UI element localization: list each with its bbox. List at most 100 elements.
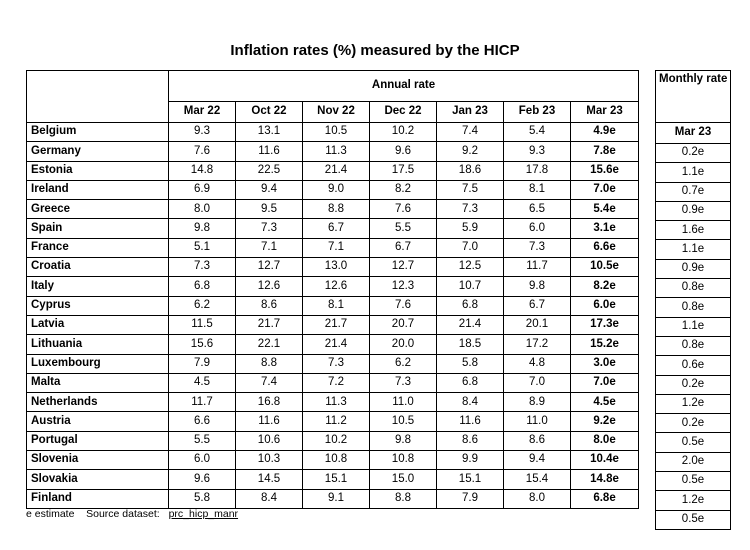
rate-cell: 11.7 (168, 392, 236, 413)
rate-cell: 21.4 (302, 334, 370, 355)
table-row: Belgium 9.3 13.1 10.5 10.2 7.4 5.4 4.9e (26, 121, 640, 143)
rate-cell: 6.6 (168, 411, 236, 432)
rate-cell: 5.8 (436, 353, 504, 374)
rate-cell: 8.6 (436, 430, 504, 452)
month-header: Nov 22 (302, 101, 370, 123)
monthly-row: 1.1e (655, 239, 731, 260)
monthly-rate-cell: 0.5e (655, 432, 731, 453)
monthly-row: 1.1e (655, 316, 731, 337)
rate-cell: 6.8 (436, 372, 504, 394)
rate-cell: 21.4 (436, 314, 504, 336)
monthly-row: 0.8e (655, 278, 731, 299)
rate-cell: 7.2 (302, 372, 370, 394)
rate-cell: 6.0 (168, 450, 236, 471)
monthly-row: 0.5e (655, 509, 731, 530)
annual-rate-header: Annual rate (167, 70, 640, 102)
monthly-month-header: Mar 23 (655, 122, 731, 144)
rate-cell: 7.4 (436, 121, 504, 143)
rate-cell: 9.6 (369, 141, 437, 162)
country-cell: Portugal (26, 430, 169, 452)
table-row: Malta 4.5 7.4 7.2 7.3 6.8 7.0 7.0e (26, 372, 640, 394)
source-dataset-link[interactable]: prc_hicp_manr (168, 508, 239, 520)
rate-cell: 10.8 (302, 450, 370, 471)
rate-cell: 5.5 (168, 430, 236, 452)
rate-cell: 7.3 (235, 218, 303, 239)
rate-cell: 17.2 (503, 334, 571, 355)
rate-cell: 10.6 (235, 430, 303, 452)
table-row: Luxembourg 7.9 8.8 7.3 6.2 5.8 4.8 3.0e (26, 353, 640, 374)
rate-cell: 9.4 (503, 450, 571, 471)
rate-cell: 10.7 (436, 276, 504, 297)
rate-cell: 12.6 (302, 276, 370, 297)
rate-cell: 5.1 (168, 237, 236, 259)
monthly-row: 0.2e (655, 413, 731, 434)
table-title: Inflation rates (%) measured by the HICP (230, 42, 520, 59)
rate-cell: 9.0 (302, 179, 370, 201)
rate-cell: 7.3 (503, 237, 571, 259)
rate-cell: 5.9 (436, 218, 504, 239)
table-row: Lithuania 15.6 22.1 21.4 20.0 18.5 17.2 15.2e (26, 334, 640, 355)
rate-cell: 7.6 (369, 295, 437, 316)
rate-cell: 15.0 (369, 469, 437, 490)
rate-cell: 11.2 (302, 411, 370, 432)
rate-cell: 4.8 (503, 353, 571, 374)
rate-cell: 9.6 (168, 469, 236, 490)
country-cell: Austria (26, 411, 169, 432)
country-cell: Latvia (26, 314, 169, 336)
monthly-rate-cell: 2.0e (655, 451, 731, 473)
table-row: France 5.1 7.1 7.1 6.7 7.0 7.3 6.6e (26, 237, 640, 259)
rate-cell: 9.3 (168, 121, 236, 143)
rate-cell: 10.5 (369, 411, 437, 432)
country-cell: Germany (26, 141, 169, 162)
rate-cell: 8.6 (503, 430, 571, 452)
table-row: Netherlands 11.7 16.8 11.3 11.0 8.4 8.9 4.5e (26, 392, 640, 413)
monthly-row: 0.9e (655, 200, 731, 222)
monthly-rate-cell: 0.2e (655, 374, 731, 395)
rate-cell: 5.5 (369, 218, 437, 239)
rate-cell: 6.0 (503, 218, 571, 239)
rate-cell: 10.2 (302, 430, 370, 452)
rate-cell: 8.9 (503, 392, 571, 413)
rate-cell: 7.3 (168, 257, 236, 278)
rate-cell: 4.5e (569, 392, 640, 413)
rate-cell: 9.8 (168, 218, 236, 239)
rate-cell: 15.4 (503, 469, 571, 490)
monthly-rate-cell: 0.5e (655, 509, 731, 530)
month-header: Jan 23 (436, 101, 504, 123)
monthly-rate-cell: 1.2e (655, 490, 731, 511)
country-cell: Croatia (26, 257, 169, 278)
rate-cell: 7.5 (436, 179, 504, 201)
table-row: Spain 9.8 7.3 6.7 5.5 5.9 6.0 3.1e (26, 218, 640, 239)
rate-cell: 11.6 (436, 411, 504, 432)
rate-cell: 11.3 (302, 141, 370, 162)
rate-cell: 9.9 (436, 450, 504, 471)
rate-cell: 17.5 (369, 160, 437, 181)
rate-cell: 7.6 (369, 199, 437, 220)
monthly-rate-cell: 0.2e (655, 413, 731, 434)
rate-cell: 7.8e (569, 141, 640, 162)
rate-cell: 7.0 (436, 237, 504, 259)
rate-cell: 8.6 (235, 295, 303, 316)
monthly-row: 1.1e (655, 162, 731, 183)
rate-cell: 21.7 (302, 314, 370, 336)
monthly-row: 0.2e (655, 142, 731, 164)
rate-cell: 22.5 (235, 160, 303, 181)
footer-note: e estimate Source dataset: prc_hicp_manr (26, 508, 238, 520)
rate-cell: 15.1 (302, 469, 370, 490)
rate-cell: 18.5 (436, 334, 504, 355)
rate-cell: 9.5 (235, 199, 303, 220)
rate-cell: 20.7 (369, 314, 437, 336)
rate-cell: 3.1e (569, 218, 640, 239)
country-cell: Ireland (26, 179, 169, 201)
table-row: Ireland 6.9 9.4 9.0 8.2 7.5 8.1 7.0e (26, 179, 640, 201)
month-header: Dec 22 (369, 101, 437, 123)
rate-cell: 11.3 (302, 392, 370, 413)
rate-cell: 11.7 (503, 257, 571, 278)
rate-cell: 10.5 (302, 121, 370, 143)
table-row: Estonia 14.8 22.5 21.4 17.5 18.6 17.8 15.6e (26, 160, 640, 181)
rate-cell: 9.8 (503, 276, 571, 297)
rate-cell: 11.0 (503, 411, 571, 432)
rate-cell: 15.1 (436, 469, 504, 490)
rate-cell: 11.6 (235, 141, 303, 162)
country-cell: France (26, 237, 169, 259)
